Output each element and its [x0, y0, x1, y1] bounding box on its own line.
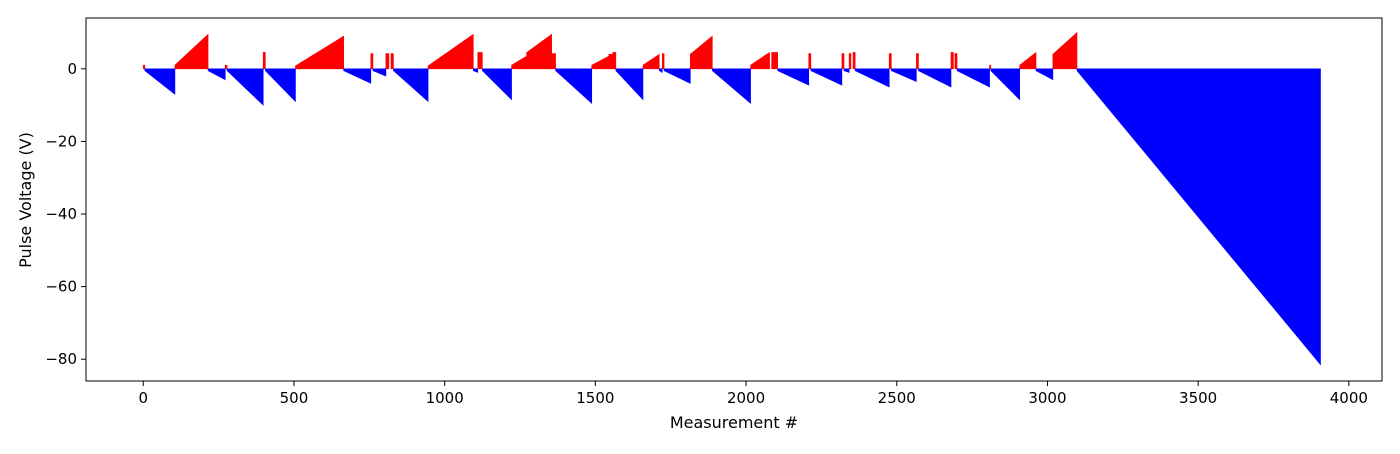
x-tick-label: 3500 — [1179, 389, 1217, 407]
positive-pulse-group-3 — [262, 52, 266, 70]
positive-pulse-group-5 — [370, 53, 374, 70]
x-tick-label: 1000 — [426, 389, 464, 407]
positive-pulse-group-21 — [808, 53, 812, 70]
positive-pulse-group-9 — [477, 52, 483, 70]
x-axis: 0 500 1000 1500 2000 2500 3000 3500 4000 — [138, 381, 1368, 407]
x-tick-label: 0 — [138, 389, 148, 407]
positive-pulse-group-4 — [295, 35, 344, 70]
negative-pulse-group-20 — [956, 68, 990, 88]
x-tick-label: 4000 — [1330, 389, 1368, 407]
positive-pulse-group-2 — [224, 64, 228, 70]
y-tick-label: −60 — [45, 278, 77, 296]
negative-pulse-group-14 — [777, 68, 810, 86]
x-tick-label: 2000 — [727, 389, 765, 407]
negative-pulse-group-3 — [265, 68, 296, 103]
y-tick-label: −20 — [45, 132, 77, 150]
positive-pulse-group-28 — [954, 53, 958, 70]
negative-pulse-group-16 — [843, 68, 850, 73]
positive-pulse-group-15 — [612, 52, 617, 70]
negative-pulse-group-10 — [615, 68, 644, 101]
negative-pulse-group-22 — [1035, 68, 1054, 81]
positive-pulse-group-12 — [551, 53, 556, 70]
positive-pulse-group-20 — [771, 52, 779, 70]
negative-pulse-group-8 — [482, 68, 512, 101]
positive-pulse-group-23 — [848, 53, 852, 70]
negative-pulse-group-0 — [144, 68, 176, 95]
negative-pulse-group-1 — [207, 68, 226, 81]
y-axis-label: Pulse Voltage (V) — [16, 132, 35, 268]
x-tick-label: 500 — [280, 389, 309, 407]
x-tick-label: 1500 — [576, 389, 614, 407]
positive-pulse-group-14 — [608, 53, 614, 70]
negative-pulse-group-11 — [658, 68, 663, 73]
positive-pulse-group-26 — [916, 53, 919, 70]
positive-pulse-group-0 — [142, 64, 146, 70]
positive-pulse-group-29 — [989, 64, 992, 70]
negative-pulse-group-13 — [711, 68, 751, 104]
x-tick-label: 2500 — [878, 389, 916, 407]
positive-pulse-group-17 — [661, 53, 665, 70]
negative-pulse-group-5 — [372, 68, 387, 77]
negative-pulse-group-2 — [226, 68, 264, 106]
positive-pulse-group-1 — [174, 33, 209, 70]
negative-pulse-group-19 — [918, 68, 952, 88]
y-tick-label: 0 — [67, 60, 77, 78]
positive-pulse-group-19 — [750, 51, 770, 70]
negative-pulse-group-21 — [990, 68, 1021, 101]
positive-pulse-group-7 — [390, 53, 394, 70]
positive-pulse-group-27 — [950, 52, 954, 70]
y-tick-label: −80 — [45, 350, 77, 368]
plot-frame — [85, 17, 1383, 382]
negative-pulse-group-6 — [393, 68, 429, 103]
bars-layer — [142, 31, 1321, 366]
negative-pulse-group-9 — [555, 68, 593, 104]
positive-pulse-group-31 — [1052, 31, 1078, 70]
y-axis: −80 −60 −40 −20 0 — [45, 60, 86, 368]
positive-pulse-group-8 — [427, 33, 474, 70]
negative-pulse-group-7 — [472, 68, 479, 73]
negative-pulse-group-12 — [663, 68, 691, 84]
positive-pulse-group-25 — [888, 53, 892, 70]
negative-pulse-group-4 — [343, 68, 372, 84]
positive-pulse-group-11 — [526, 33, 552, 70]
negative-pulse-group-18 — [891, 68, 917, 82]
positive-pulse-group-24 — [852, 52, 856, 70]
positive-pulse-group-18 — [689, 35, 713, 70]
positive-pulse-group-22 — [841, 53, 845, 70]
y-tick-label: −40 — [45, 205, 77, 223]
negative-pulse-group-17 — [854, 68, 890, 88]
positive-pulse-group-16 — [642, 53, 660, 70]
positive-pulse-group-30 — [1019, 51, 1037, 70]
positive-pulse-group-6 — [385, 53, 390, 70]
negative-pulse-group-23 — [1076, 68, 1321, 366]
x-tick-label: 3000 — [1028, 389, 1066, 407]
x-axis-label: Measurement # — [670, 413, 798, 432]
negative-pulse-group-15 — [810, 68, 843, 86]
